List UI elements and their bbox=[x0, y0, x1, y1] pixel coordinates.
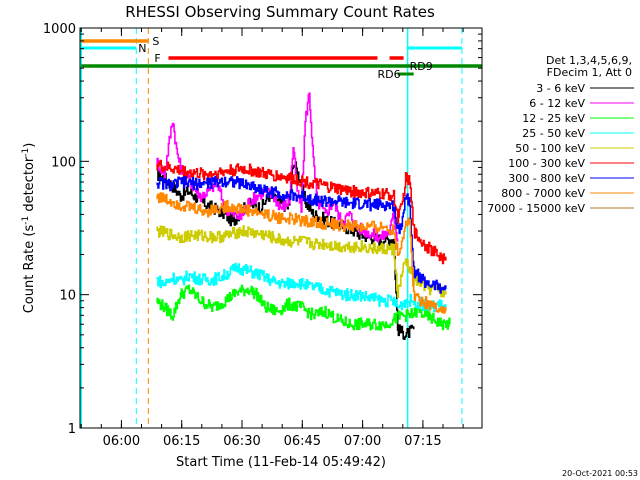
annotation-n: N bbox=[138, 42, 146, 55]
series-line-2 bbox=[156, 284, 451, 331]
y-tick-label: 100 bbox=[51, 155, 76, 170]
x-tick-label: 07:15 bbox=[404, 434, 441, 449]
series-line-7 bbox=[156, 192, 447, 314]
x-axis-label: Start Time (11-Feb-14 05:49:42) bbox=[176, 455, 386, 470]
x-tick-label: 06:00 bbox=[103, 434, 140, 449]
legend-entry-label: 300 - 800 keV bbox=[508, 172, 585, 185]
overlay-markers: SNF RD9 RD6 bbox=[80, 28, 482, 428]
annotation-rd6: RD6 bbox=[377, 68, 400, 81]
plot-frame bbox=[79, 27, 483, 429]
series-line-4 bbox=[156, 225, 447, 298]
x-axis: 06:00 06:15 06:30 06:45 07:00 07:15 bbox=[80, 28, 464, 449]
annotation-rd9: RD9 bbox=[410, 60, 433, 73]
legend-entry-label: 12 - 25 keV bbox=[522, 112, 585, 125]
legend-header-line: FDecim 1, Att 0 bbox=[547, 66, 632, 79]
x-tick-label: 06:15 bbox=[163, 434, 200, 449]
legend-entry-label: 800 - 7000 keV bbox=[501, 187, 585, 200]
x-tick-label: 06:30 bbox=[223, 434, 260, 449]
legend-entry-label: 25 - 50 keV bbox=[522, 127, 585, 140]
legend-header-line: Det 1,3,4,5,6,9, bbox=[546, 54, 632, 67]
legend-entry-label: 50 - 100 keV bbox=[515, 142, 585, 155]
y-tick-label: 1000 bbox=[43, 22, 76, 37]
y-axis-label: Count Rate (s-1 detector-1) bbox=[21, 143, 37, 314]
legend-entry-label: 100 - 300 keV bbox=[508, 157, 585, 170]
legend-entry-label: 6 - 12 keV bbox=[529, 97, 585, 110]
x-tick-label: 06:45 bbox=[284, 434, 321, 449]
annotation-s: S bbox=[152, 35, 159, 48]
footer-date: 20-Oct-2021 00:53 bbox=[562, 469, 638, 478]
series-line-5 bbox=[156, 159, 447, 265]
x-tick-label: 07:00 bbox=[344, 434, 381, 449]
chart-title: RHESSI Observing Summary Count Rates bbox=[125, 3, 435, 21]
series-line-6 bbox=[156, 175, 447, 294]
legend: Det 1,3,4,5,6,9,FDecim 1, Att 0 3 - 6 keV… bbox=[487, 54, 634, 215]
annotation-f: F bbox=[154, 52, 160, 65]
y-tick-label: 10 bbox=[59, 289, 76, 304]
legend-entry-label: 3 - 6 keV bbox=[536, 82, 585, 95]
y-axis: 1 10 100 1000 bbox=[43, 22, 482, 437]
series-line-3 bbox=[156, 262, 447, 313]
legend-entry-label: 7000 - 15000 keV bbox=[487, 202, 585, 215]
y-tick-label: 1 bbox=[68, 422, 76, 437]
